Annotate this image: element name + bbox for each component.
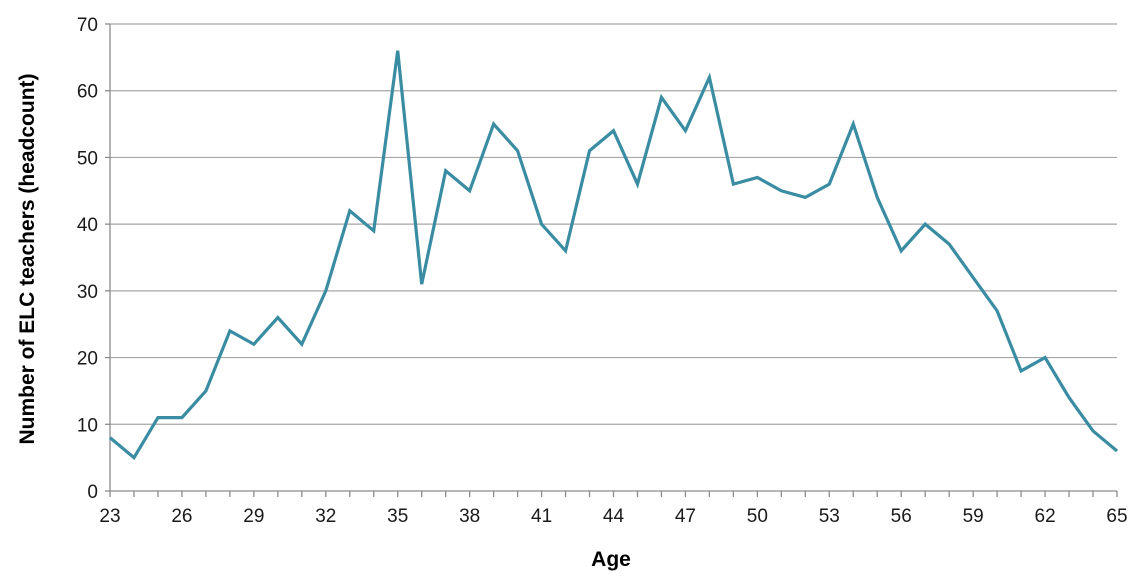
y-tick-label: 50 (77, 148, 98, 169)
x-tick-label: 35 (387, 506, 408, 527)
x-axis-tick-labels: 23 26 29 32 35 38 41 44 47 50 53 56 59 62 65 (99, 506, 1127, 527)
y-tick-label: 60 (77, 82, 98, 103)
x-tick-label: 65 (1106, 506, 1127, 527)
y-tick-label: 70 (77, 15, 98, 36)
y-tick-label: 0 (87, 482, 98, 503)
gridlines (110, 23, 1117, 425)
series-line (108, 50, 1119, 461)
y-axis-title: Number of ELC teachers (headcount) (16, 73, 39, 444)
x-tick-label: 59 (963, 506, 984, 527)
x-tick-label: 29 (243, 506, 264, 527)
series (108, 50, 1119, 461)
y-tick-label: 20 (77, 349, 98, 370)
x-tick-label: 41 (531, 506, 552, 527)
y-tick-label: 40 (77, 215, 98, 236)
x-tick-label: 50 (747, 506, 768, 527)
y-tick-label: 10 (77, 415, 98, 436)
x-tick-label: 56 (891, 506, 912, 527)
y-tick-label: 30 (77, 282, 98, 303)
x-tick-label: 62 (1035, 506, 1056, 527)
x-axis-title: Age (591, 548, 631, 571)
axes (105, 23, 1118, 497)
x-tick-label: 38 (459, 506, 480, 527)
y-axis-tick-labels: 0 10 20 30 40 50 60 70 (77, 15, 98, 503)
x-tick-label: 44 (603, 506, 625, 527)
x-tick-label: 23 (99, 506, 120, 527)
x-tick-label: 32 (315, 506, 336, 527)
x-tick-label: 26 (171, 506, 192, 527)
x-tick-label: 47 (675, 506, 696, 527)
x-tick-label: 53 (819, 506, 840, 527)
